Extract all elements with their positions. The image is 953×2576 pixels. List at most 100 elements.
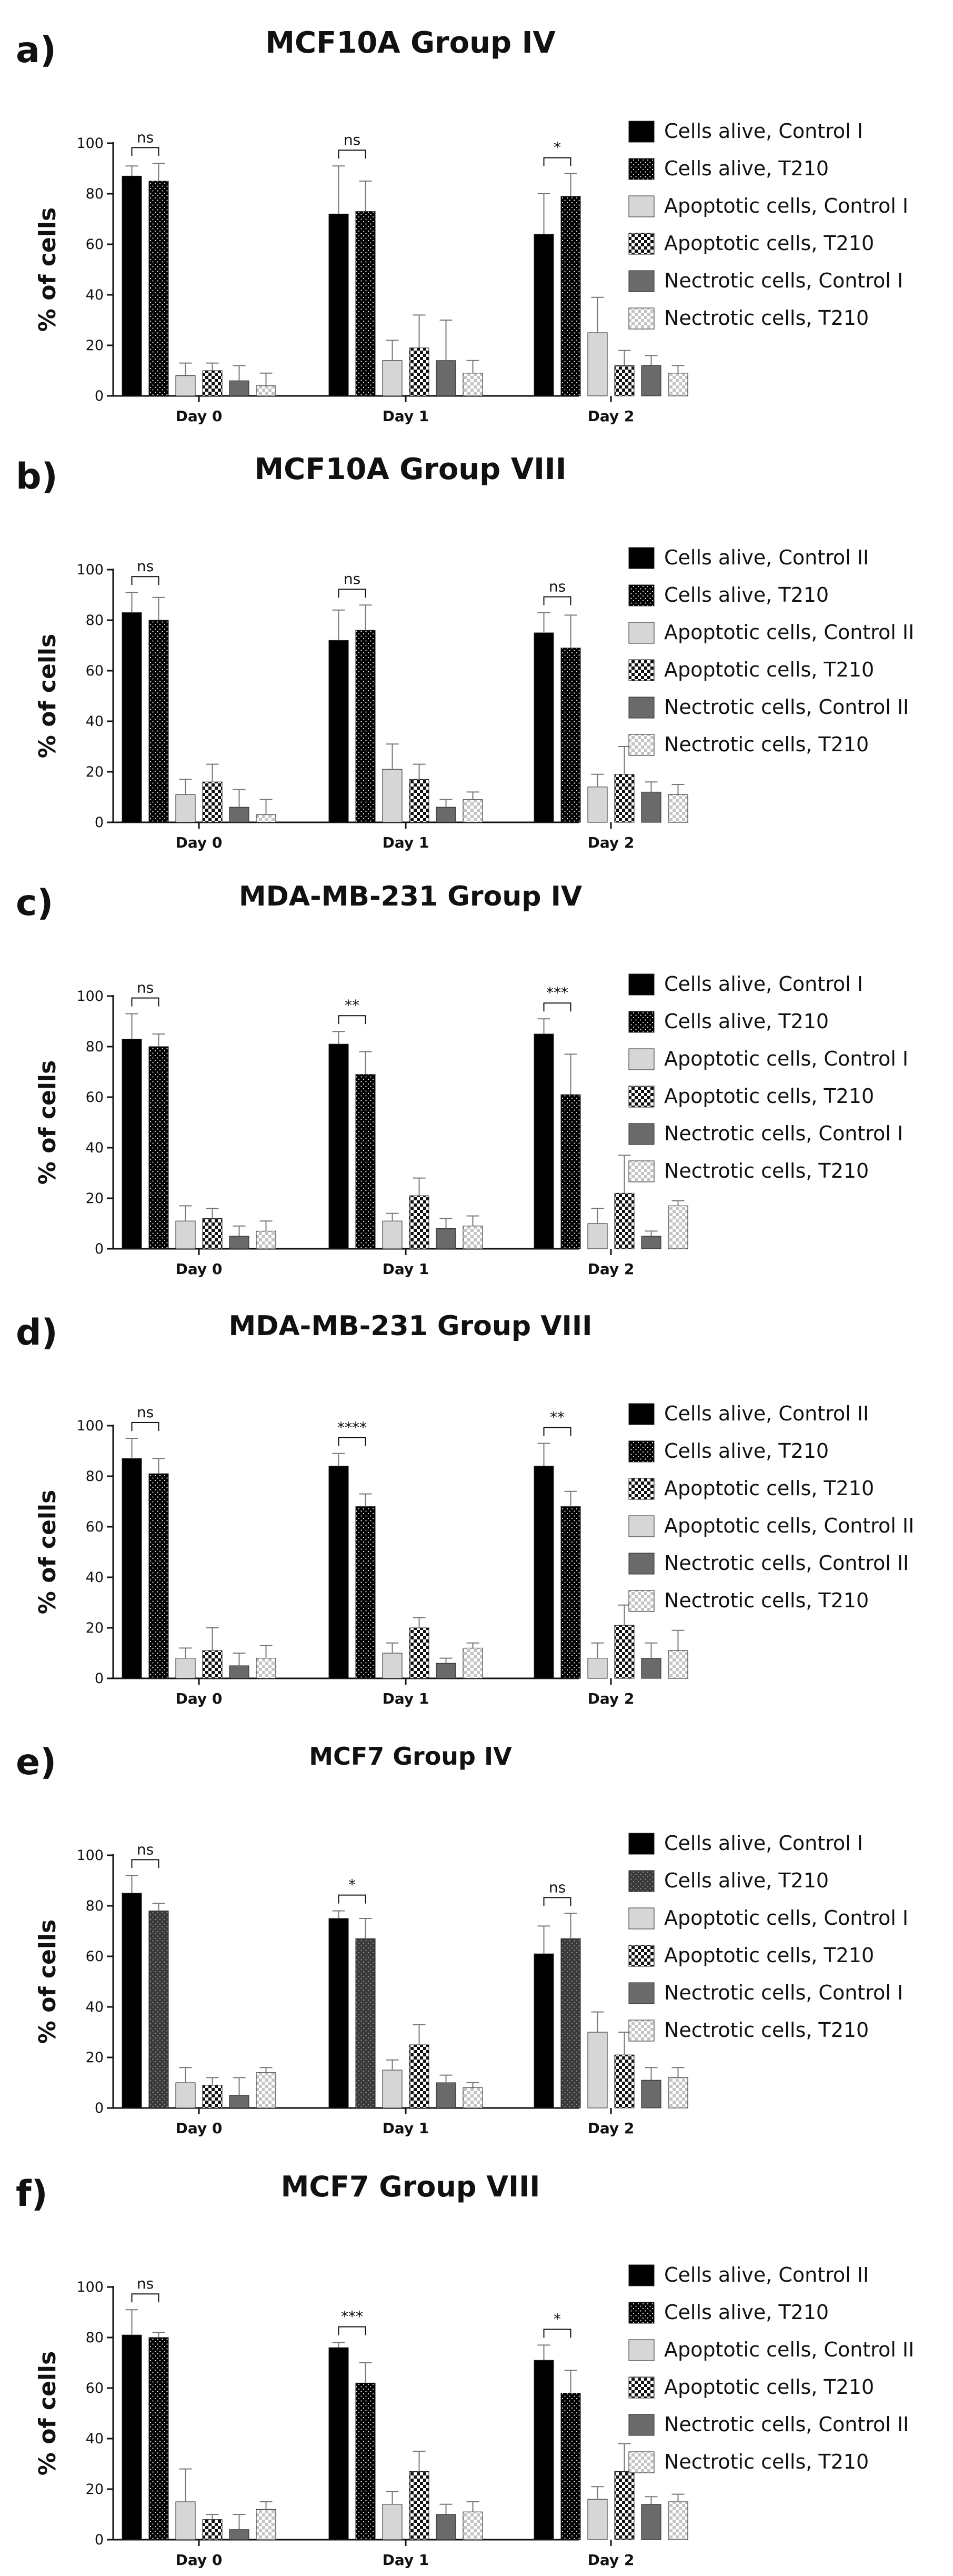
legend-label-nectrotic-cells-t210: Nectrotic cells, T210 [664,733,869,756]
legend-swatch-apoptotic-cells-control-i [628,195,655,217]
y-tick-label: 80 [86,1468,104,1485]
bar-nectrotic-cells-t210-day-1 [463,2511,483,2540]
significance-bracket [338,1437,366,1446]
bar-apoptotic-cells-control-ii-day-0 [175,794,196,823]
y-tick-label: 20 [86,1620,104,1636]
bar-apoptotic-cells-control-i-day-1 [382,360,403,396]
bar-apoptotic-cells-t210-day-2 [614,1192,635,1249]
significance-label: ns [137,979,154,997]
bar-nectrotic-cells-control-i-day-0 [229,2095,249,2108]
bar-nectrotic-cells-t210-day-1 [463,799,483,823]
legend-swatch-nectrotic-cells-control-i [628,1982,655,2004]
y-tick-label: 0 [95,2100,104,2116]
x-tick-label: Day 0 [176,2551,223,2569]
bar-nectrotic-cells-control-i-day-1 [436,1228,456,1249]
bar-apoptotic-cells-control-i-day-1 [382,1220,403,1249]
bar-cells-alive-control-i-day-1 [328,1043,349,1249]
bar-cells-alive-t210-day-2 [560,196,581,396]
bar-apoptotic-cells-control-i-day-0 [175,375,196,396]
legend-swatch-nectrotic-cells-control-ii [628,697,655,719]
x-tick-label: Day 2 [588,407,635,425]
significance-bracket [131,1859,159,1868]
bar-nectrotic-cells-control-ii-day-0 [229,1665,249,1679]
significance-bracket [543,596,571,605]
panel-letter: c) [16,882,53,924]
bar-apoptotic-cells-t210-day-0 [202,1218,223,1249]
x-tick-label: Day 2 [588,2551,635,2569]
bar-apoptotic-cells-control-i-day-1 [382,2070,403,2108]
legend-label-nectrotic-cells-t210: Nectrotic cells, T210 [664,1589,869,1612]
legend-label-apoptotic-cells-t210: Apoptotic cells, T210 [664,1085,874,1108]
bar-apoptotic-cells-t210-day-0 [202,781,223,823]
bar-apoptotic-cells-control-i-day-2 [587,2032,608,2108]
bar-cells-alive-t210-day-0 [148,1911,169,2108]
x-tick-label: Day 0 [176,407,223,425]
legend-label-nectrotic-cells-control-ii: Nectrotic cells, Control II [664,2413,909,2436]
bar-apoptotic-cells-t210-day-1 [409,347,429,396]
legend-label-apoptotic-cells-control-ii: Apoptotic cells, Control II [664,621,914,644]
legend-swatch-nectrotic-cells-t210 [628,734,655,756]
bar-apoptotic-cells-t210-day-2 [614,365,635,396]
y-tick-label: 40 [86,2431,104,2447]
x-tick-label: Day 0 [176,834,223,851]
bar-cells-alive-control-ii-day-2 [534,1466,554,1679]
bar-cells-alive-t210-day-0 [148,1046,169,1249]
panel-f: f) MCF7 Group VIII % of cells 0 20 40 60 80 100 D… [0,2144,953,2576]
bar-nectrotic-cells-t210-day-1 [463,1226,483,1249]
bar-cells-alive-t210-day-0 [148,1473,169,1679]
y-tick-label: 0 [95,388,104,404]
x-tick-label: Day 2 [588,2120,635,2137]
legend-swatch-cells-alive-control-i [628,121,655,143]
bar-cells-alive-control-ii-day-1 [328,640,349,823]
significance-bracket [131,2293,159,2303]
significance-label: * [554,2310,561,2328]
significance-label: ns [344,131,360,148]
legend-swatch-cells-alive-control-ii [628,2264,655,2286]
bar-cells-alive-control-i-day-2 [534,1953,554,2108]
bar-nectrotic-cells-control-ii-day-0 [229,2529,249,2540]
legend-swatch-cells-alive-t210 [628,1440,655,1463]
y-axis-label: % of cells [34,1919,61,2044]
bar-apoptotic-cells-control-ii-day-1 [382,1653,403,1679]
bar-nectrotic-cells-t210-day-2 [668,1205,688,1249]
significance-label: * [554,139,561,156]
panel-letter: e) [16,1742,56,1783]
panel-d: d) MDA-MB-231 Group VIII % of cells 0 20 40 60… [0,1282,953,1712]
legend-label-apoptotic-cells-control-ii: Apoptotic cells, Control II [664,2338,914,2361]
bar-apoptotic-cells-control-i-day-2 [587,1223,608,1249]
legend-swatch-cells-alive-control-ii [628,547,655,569]
chart-title: MDA-MB-231 Group VIII [228,1310,592,1342]
bar-apoptotic-cells-t210-day-2 [614,2471,635,2540]
legend-swatch-cells-alive-control-i [628,973,655,996]
y-tick-label: 40 [86,1140,104,1156]
significance-label: ns [137,1404,154,1421]
legend-swatch-apoptotic-cells-control-ii [628,622,655,644]
legend-label-cells-alive-control-ii: Cells alive, Control II [664,546,869,569]
bar-nectrotic-cells-control-i-day-2 [641,1236,661,1249]
bar-cells-alive-control-ii-day-2 [534,2360,554,2540]
x-tick-label: Day 1 [383,1690,429,1707]
legend-swatch-apoptotic-cells-control-i [628,1048,655,1070]
bar-cells-alive-t210-day-2 [560,2393,581,2540]
legend-label-cells-alive-t210: Cells alive, T210 [664,1869,829,1892]
legend-swatch-apoptotic-cells-t210 [628,659,655,681]
legend-swatch-nectrotic-cells-t210 [628,1590,655,1612]
y-tick-label: 80 [86,612,104,629]
bar-nectrotic-cells-control-i-day-1 [436,360,456,396]
bar-apoptotic-cells-t210-day-0 [202,370,223,396]
legend-swatch-nectrotic-cells-t210 [628,1160,655,1182]
significance-bracket [131,997,159,1007]
legend-label-apoptotic-cells-t210: Apoptotic cells, T210 [664,232,874,255]
legend-label-cells-alive-control-ii: Cells alive, Control II [664,1402,869,1425]
bar-nectrotic-cells-t210-day-0 [256,2509,276,2540]
significance-bracket [338,2326,366,2335]
panel-letter: f) [16,2173,48,2215]
bar-nectrotic-cells-control-ii-day-1 [436,1663,456,1679]
chart-e: e) MCF7 Group IV % of cells 0 20 40 60 80 100 Day… [16,1742,908,2137]
bar-apoptotic-cells-t210-day-1 [409,2471,429,2540]
bar-nectrotic-cells-t210-day-2 [668,2501,688,2540]
bar-apoptotic-cells-t210-day-1 [409,1627,429,1679]
significance-bracket [338,1015,366,1025]
y-tick-label: 100 [76,988,104,1004]
legend-swatch-cells-alive-t210 [628,1870,655,1892]
